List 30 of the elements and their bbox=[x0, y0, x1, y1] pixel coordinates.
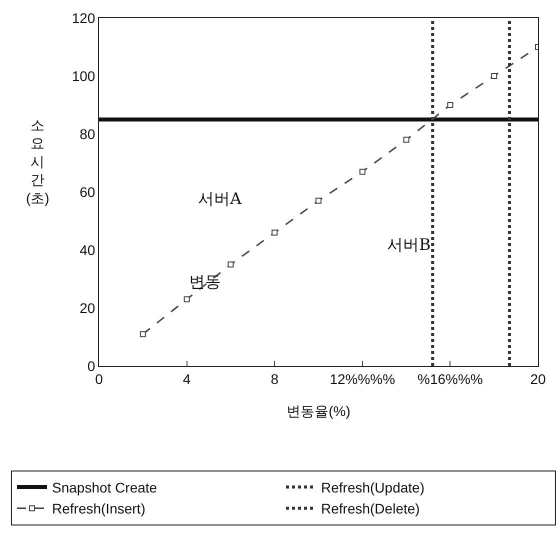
point bbox=[316, 198, 322, 204]
x-tick-label: 4 bbox=[182, 370, 191, 387]
annotation: 서버A bbox=[198, 189, 242, 208]
point bbox=[228, 262, 234, 268]
point bbox=[140, 331, 146, 338]
legend-label: Refresh(Insert) bbox=[52, 500, 146, 517]
point bbox=[491, 73, 498, 79]
point bbox=[272, 230, 278, 236]
annotation: 변동 bbox=[189, 272, 221, 291]
point bbox=[403, 136, 410, 143]
x-tick-label: 12%%%% bbox=[330, 370, 396, 387]
y-tick-label: 80 bbox=[80, 126, 96, 142]
x-tick-label: 8 bbox=[270, 370, 279, 387]
y-tick-label: 100 bbox=[72, 68, 96, 84]
legend-label: Refresh(Update) bbox=[321, 479, 424, 496]
y-tick-label: 40 bbox=[80, 242, 96, 258]
x-tick-label: %16%%% bbox=[418, 370, 483, 387]
point bbox=[359, 168, 366, 175]
legend-label: Refresh(Delete) bbox=[321, 500, 420, 517]
x-tick-label: 20 bbox=[530, 370, 546, 387]
y-tick-label: 120 bbox=[72, 10, 96, 26]
point bbox=[184, 296, 190, 302]
point bbox=[447, 102, 454, 108]
y-tick-label: 20 bbox=[80, 300, 96, 316]
x-axis-title: 변동율(%) bbox=[286, 403, 350, 420]
y-tick-label: 0 bbox=[87, 358, 96, 374]
legend-label: Snapshot Create bbox=[52, 479, 158, 496]
y-axis-title: 소요시간(초) bbox=[26, 117, 50, 206]
y-tick-label: 60 bbox=[80, 184, 96, 200]
annotation: 서버B bbox=[387, 235, 431, 254]
